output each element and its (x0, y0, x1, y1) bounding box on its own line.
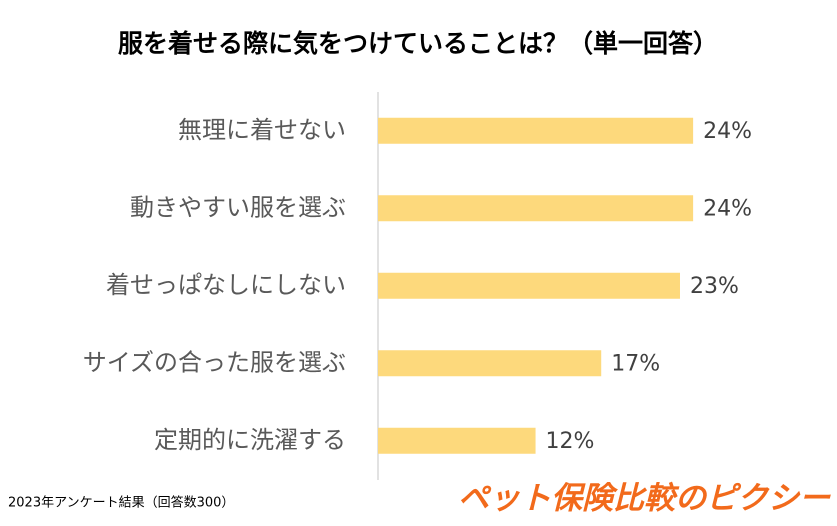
category-label: 動きやすい服を選ぶ (130, 193, 346, 221)
bar (378, 350, 602, 377)
bar (378, 195, 694, 222)
value-label: 17% (611, 351, 660, 376)
footnote: 2023年アンケート結果（回答数300） (8, 495, 234, 511)
value-label: 24% (703, 119, 752, 144)
chart-title: 服を着せる際に気をつけていることは？（単一回答） (118, 29, 718, 58)
bar (378, 427, 536, 454)
category-label: 着せっぱなしにしない (106, 271, 346, 299)
value-label: 12% (546, 429, 595, 454)
category-label: 無理に着せない (178, 116, 346, 144)
value-label: 24% (703, 196, 752, 221)
category-label: 定期的に洗濯する (154, 426, 346, 454)
bar (378, 117, 694, 144)
brand-logo: ペット保険比較のピクシー (458, 481, 831, 517)
category-label: サイズの合った服を選ぶ (83, 348, 346, 376)
bar (378, 272, 680, 299)
value-label: 23% (690, 274, 739, 299)
